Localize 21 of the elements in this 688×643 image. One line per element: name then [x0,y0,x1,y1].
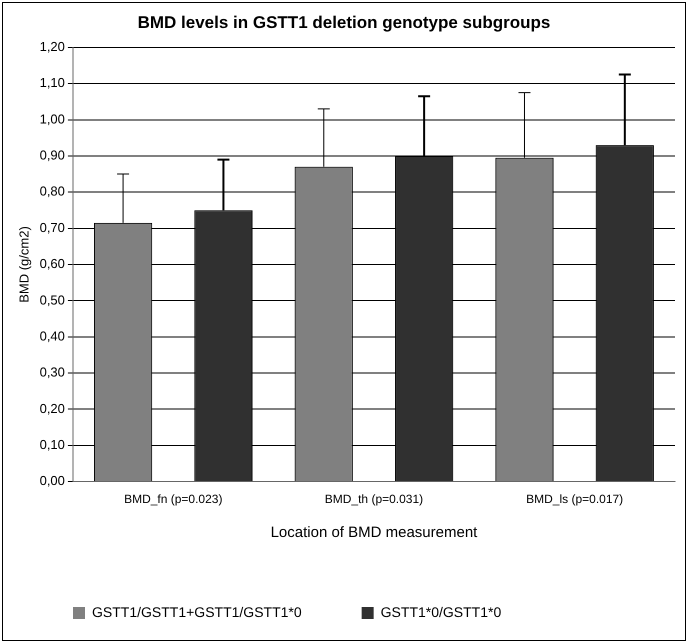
y-tick-label: 0,00 [40,473,65,488]
y-tick-label: 0,70 [40,220,65,235]
y-tick-label: 0,80 [40,184,65,199]
y-tick-label: 0,60 [40,256,65,272]
x-tick-label: BMD_fn (p=0.023) [124,492,222,506]
legend-label: GSTT1/GSTT1+GSTT1/GSTT1*0 [92,604,302,620]
y-tick-label: 0,10 [40,436,65,452]
y-tick-label: 0,40 [40,328,65,344]
y-tick-label: 1,00 [40,111,65,126]
x-tick-label: BMD_ls (p=0.017) [526,492,624,506]
y-tick-label: 0,20 [40,400,65,416]
x-tick-label: BMD_th (p=0.031) [324,492,424,506]
chart-title: BMD levels in GSTT1 deletion genotype subgroups [138,12,550,32]
x-axis-title: Location of BMD measurement [270,524,478,542]
legend-label: GSTT1*0/GSTT1*0 [380,604,502,620]
y-tick-label: 1,20 [40,38,65,54]
y-tick-label: 0,30 [40,364,65,380]
y-tick-label: 0,50 [40,292,65,308]
y-tick-label: 1,10 [40,75,65,90]
y-tick-label: 0,90 [40,148,65,163]
y-axis-title: BMD (g/cm2) [16,226,32,303]
